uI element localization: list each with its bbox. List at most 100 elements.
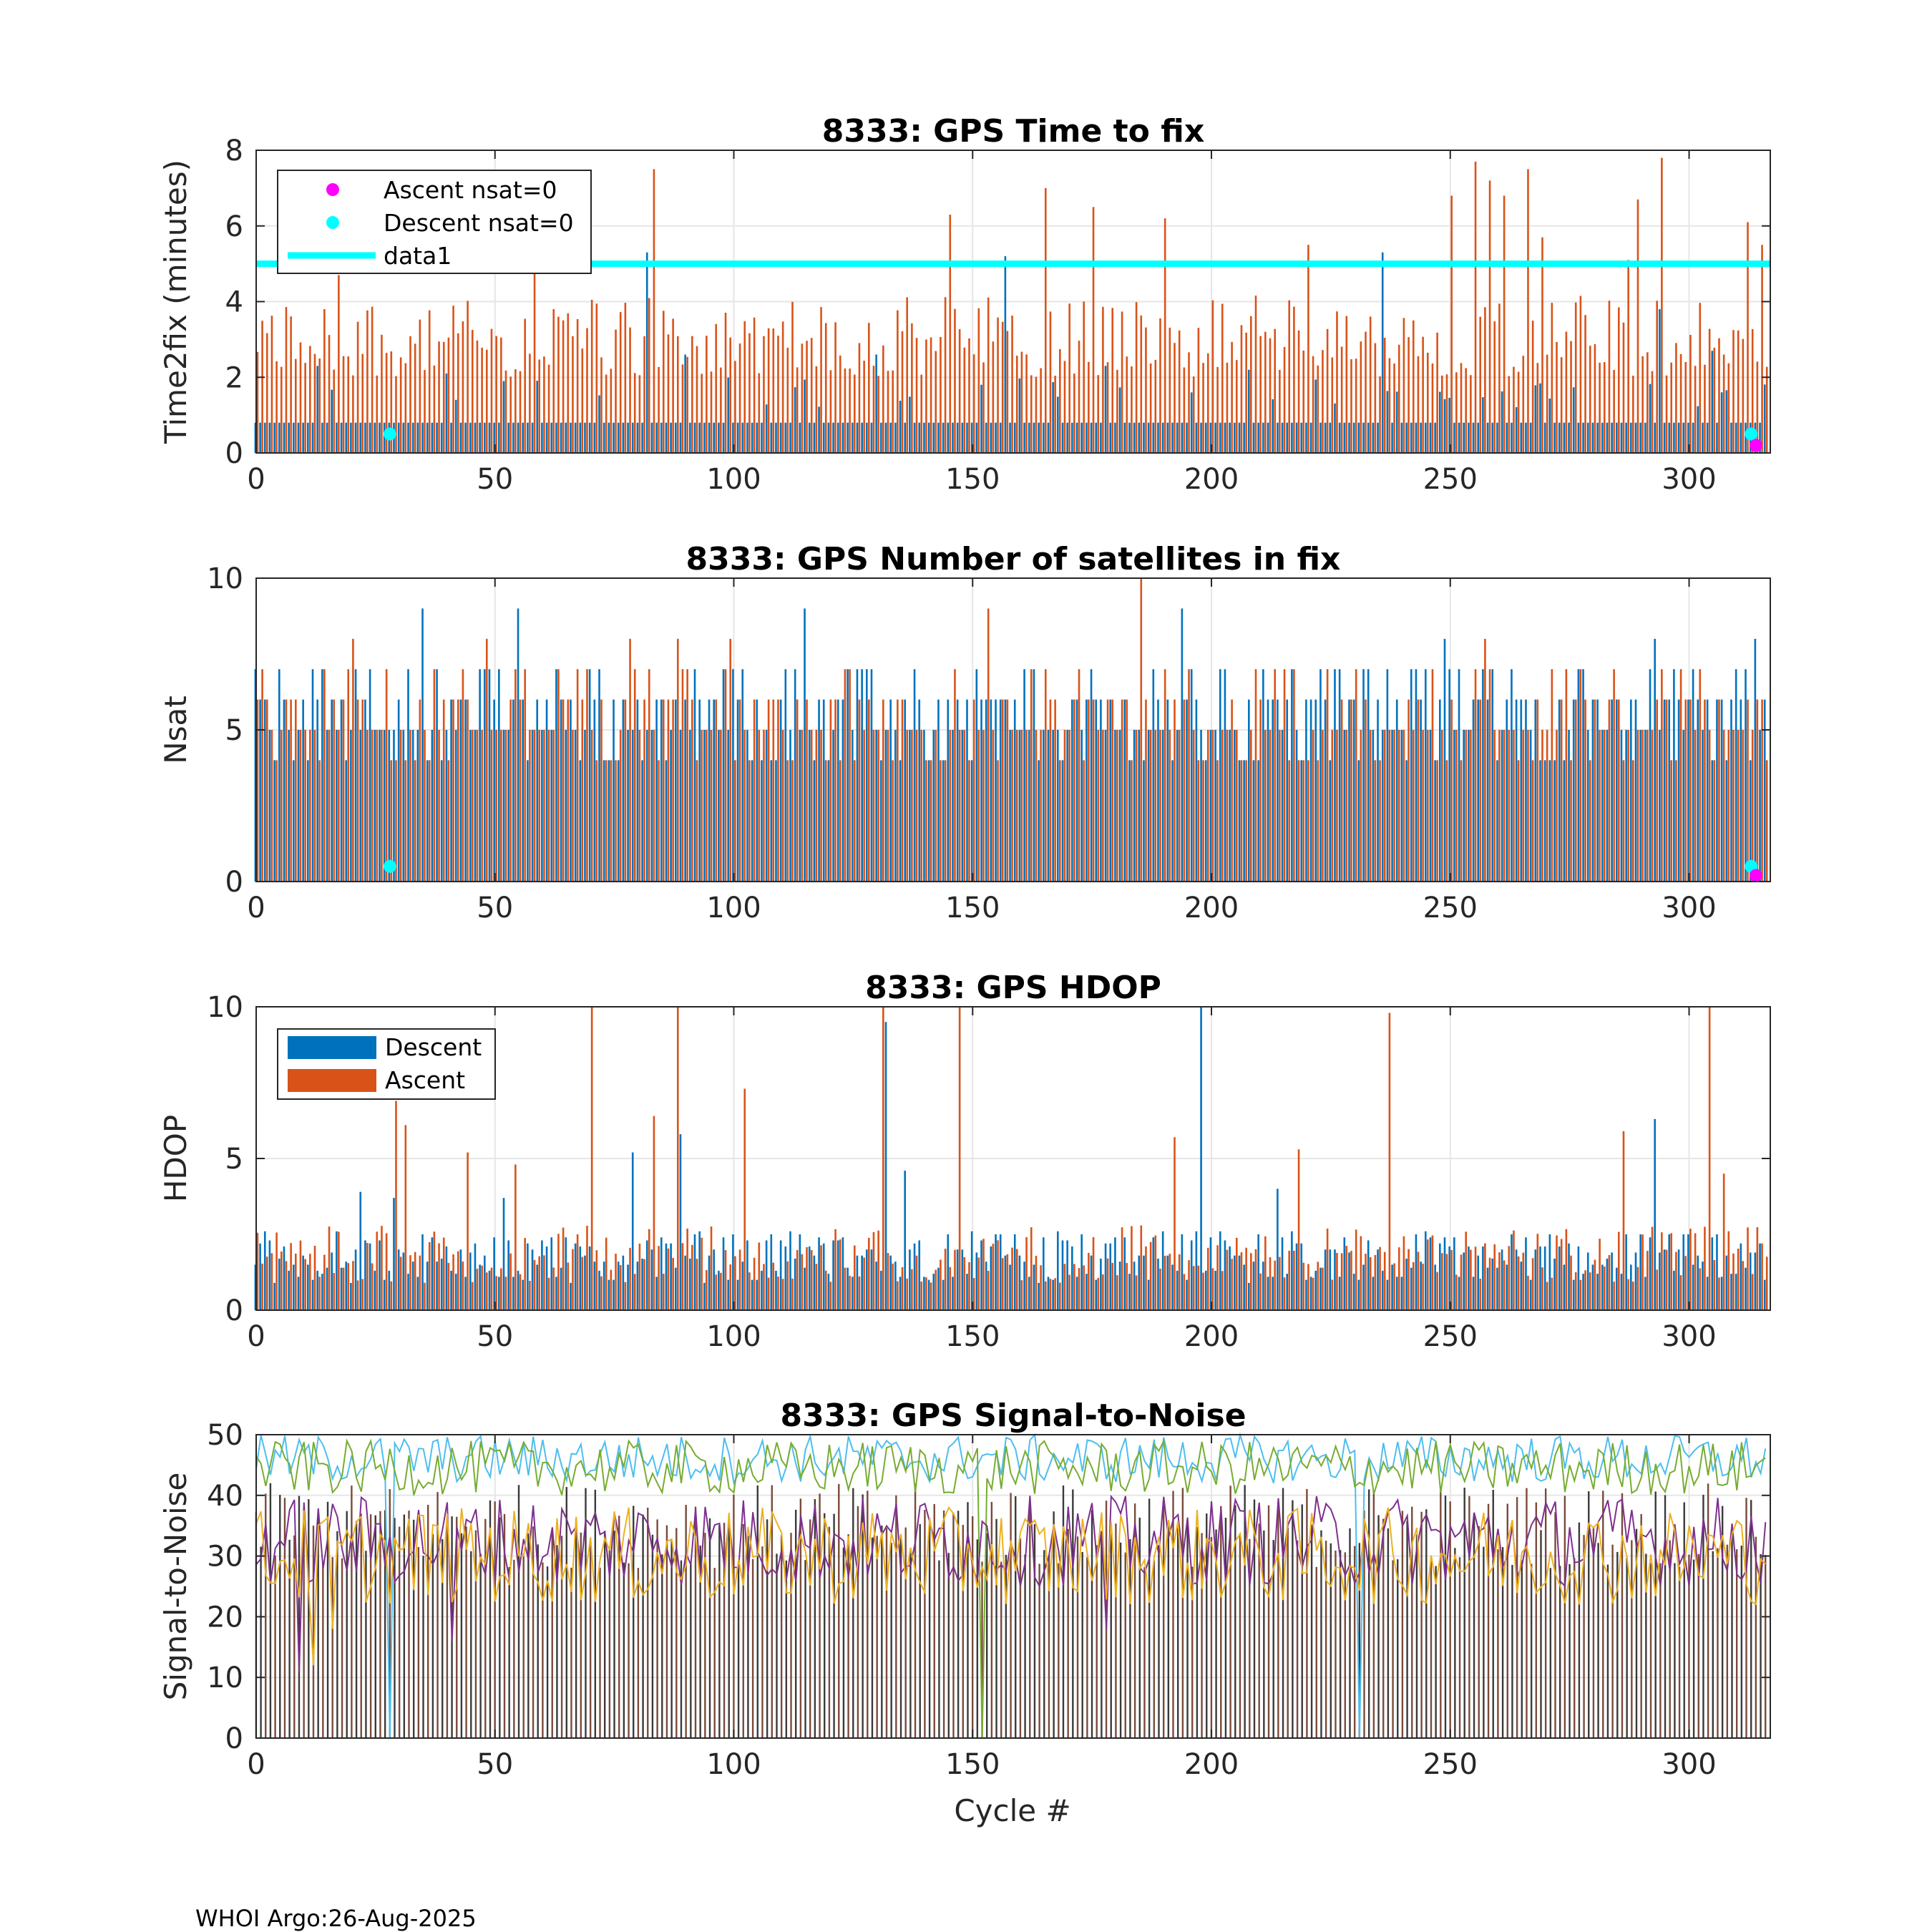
- descent-bar: [1243, 1264, 1245, 1310]
- descent-bar: [698, 699, 701, 882]
- ascent-bar: [958, 730, 961, 882]
- descent-bar: [1663, 422, 1666, 453]
- ascent-bar: [1040, 368, 1042, 453]
- snr-bar: [690, 1562, 692, 1738]
- ascent-bar: [595, 303, 598, 453]
- descent-bar: [804, 608, 806, 882]
- descent-bar: [1118, 387, 1121, 453]
- ascent-bar: [1326, 328, 1329, 453]
- descent-bar: [1429, 422, 1432, 453]
- ascent-bar: [906, 730, 909, 882]
- snr-bar: [546, 1566, 549, 1738]
- ascent-bar: [557, 316, 560, 453]
- snr-bar: [1272, 1540, 1274, 1738]
- descent-bar: [1706, 422, 1709, 453]
- ascent-bar: [347, 1263, 350, 1310]
- ascent-bar: [552, 1267, 555, 1310]
- snr-bar: [1521, 1560, 1523, 1738]
- ascent-bar: [1365, 1254, 1367, 1310]
- descent-bar: [454, 399, 457, 453]
- ascent-bar: [1269, 1257, 1272, 1310]
- ascent-bar: [748, 1272, 751, 1310]
- ascent-bar: [1121, 311, 1123, 453]
- descent-bar: [1248, 369, 1250, 453]
- ascent-bar: [648, 298, 650, 453]
- descent-bar: [1047, 730, 1050, 882]
- ascent-bar: [1374, 1254, 1377, 1310]
- descent-bar: [1448, 397, 1450, 453]
- descent-bar: [602, 760, 605, 882]
- snr-bar: [1435, 1566, 1437, 1738]
- snr-bar: [642, 1514, 644, 1738]
- ascent-bar: [648, 669, 650, 882]
- ascent-bar: [1546, 354, 1548, 453]
- descent-bar: [1057, 1231, 1059, 1310]
- descent-bar: [1252, 760, 1255, 882]
- ascent-bar: [1546, 1282, 1548, 1310]
- ascent-bar: [1035, 730, 1038, 882]
- ascent-bar: [911, 730, 913, 882]
- ascent-bar: [371, 306, 374, 453]
- descent-bar: [1066, 1240, 1068, 1310]
- descent-bar: [1133, 730, 1136, 882]
- ascent-bar: [1622, 760, 1625, 882]
- ascent-bar: [1656, 699, 1658, 882]
- snr-bar: [260, 1546, 262, 1738]
- ascent-bar: [1608, 1255, 1611, 1310]
- ascent-bar: [295, 699, 297, 882]
- descent-bar: [1548, 760, 1551, 882]
- descent-bar: [904, 422, 907, 453]
- descent-bar: [1267, 1277, 1269, 1310]
- descent-bar: [966, 1274, 968, 1310]
- ascent-bar: [495, 336, 497, 453]
- descent-bar: [1620, 1274, 1623, 1310]
- ascent-bar: [299, 342, 302, 453]
- descent-bar: [1702, 730, 1704, 882]
- descent-bar: [799, 1234, 801, 1310]
- ascent-bar: [1068, 730, 1070, 882]
- ascent-bar: [486, 1272, 488, 1310]
- ascent-bar: [1183, 699, 1186, 882]
- ascent-bar: [1589, 346, 1591, 453]
- descent-bar: [431, 422, 434, 453]
- descent-bar: [1171, 422, 1174, 453]
- descent-bar: [1506, 1264, 1508, 1310]
- ascent-bar: [1240, 760, 1243, 882]
- snr-bar: [1062, 1485, 1065, 1738]
- ascent-bar: [1727, 1231, 1730, 1310]
- ascent-bar: [949, 214, 952, 453]
- ascent-bar: [1651, 371, 1654, 453]
- ascent-bar: [987, 1271, 990, 1310]
- ascent-bar: [1174, 343, 1176, 453]
- ascent-bar: [643, 699, 645, 882]
- descent-bar: [1166, 1255, 1169, 1310]
- ascent-bar: [1493, 321, 1496, 453]
- descent-bar: [1123, 422, 1126, 453]
- ascent-bar: [863, 361, 865, 453]
- descent-bar: [484, 1255, 486, 1310]
- snr-bar: [1015, 1496, 1017, 1738]
- ascent-bar: [1484, 638, 1486, 882]
- snr-bar: [599, 1567, 601, 1738]
- snr-bar: [833, 1513, 835, 1738]
- descent-bar: [445, 373, 448, 453]
- snr-bar: [881, 1526, 883, 1738]
- descent-bar: [1277, 699, 1279, 882]
- ascent-bar: [356, 1280, 359, 1310]
- ascent-bar: [1513, 1230, 1515, 1310]
- descent-bar: [961, 1249, 964, 1310]
- snr-bar: [1101, 1535, 1103, 1738]
- snr-bar: [1540, 1530, 1542, 1738]
- ascent-bar: [724, 313, 727, 453]
- ascent-bar: [701, 1237, 703, 1310]
- snr-bar: [293, 1535, 296, 1738]
- descent-bar: [1018, 1255, 1021, 1310]
- ascent-bar: [590, 730, 593, 882]
- snr-bar: [1076, 1536, 1079, 1738]
- descent-bar: [1582, 669, 1584, 882]
- snr-bar: [565, 1487, 567, 1738]
- ascent-bar: [467, 1152, 469, 1310]
- descent-bar: [1482, 397, 1484, 453]
- ascent-bar: [1675, 760, 1677, 882]
